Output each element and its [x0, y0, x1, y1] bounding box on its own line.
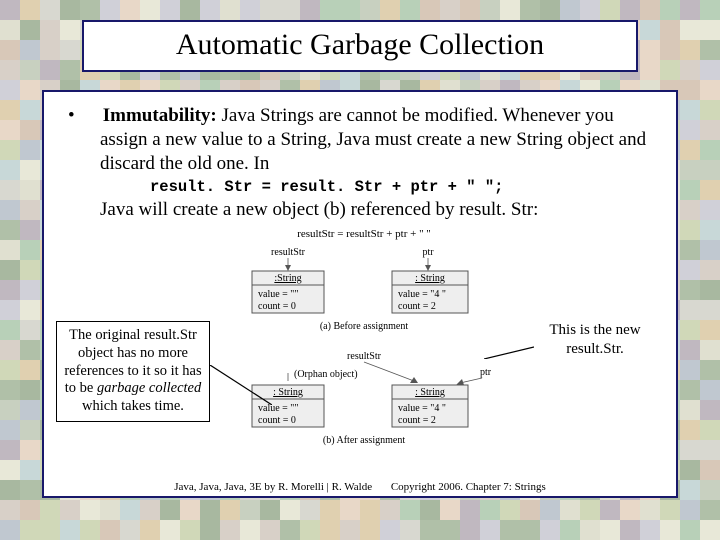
box-a2-c: count = 2	[398, 301, 436, 312]
callout-line-left	[210, 365, 272, 405]
box-a1-title: :String	[274, 273, 301, 284]
callout-left-l5: which takes time.	[82, 398, 184, 414]
callout-left-l1: The original result.Str	[69, 327, 197, 343]
caption-b: (b) After assignment	[323, 435, 405, 446]
box-a1-v: value = ""	[258, 289, 298, 300]
footer: Java, Java, Java, 3E by R. Morelli | R. …	[44, 481, 676, 493]
slide-title: Automatic Garbage Collection	[94, 28, 626, 62]
caption-a: (a) Before assignment	[320, 321, 409, 332]
box-a1-c: count = 0	[258, 301, 296, 312]
diagram-area: The original result.Str object has no mo…	[60, 225, 660, 481]
footer-left: Java, Java, Java, 3E by R. Morelli | R. …	[174, 481, 372, 493]
callout-left-l3: references to it so it has	[64, 363, 201, 379]
title-box: Automatic Garbage Collection	[82, 20, 638, 72]
callout-left-l4a: to be	[65, 380, 97, 396]
box-b1-c: count = 0	[258, 415, 296, 426]
lbl-result-b: resultStr	[347, 351, 382, 362]
bullet-label: Immutability:	[103, 105, 217, 126]
callout-line-right	[484, 341, 534, 359]
uml-diagram: resultStr = resultStr + ptr + " " result…	[216, 225, 512, 477]
callout-left: The original result.Str object has no mo…	[56, 321, 210, 421]
code-line: result. Str = result. Str + ptr + " ";	[150, 178, 660, 196]
bullet-paragraph: • Immutability: Java Strings are cannot …	[84, 104, 660, 175]
box-b2-title: : String	[415, 387, 445, 398]
box-b2-c: count = 2	[398, 415, 436, 426]
callout-right-l1: This is the new	[549, 322, 640, 338]
box-b2-v: value = "4 "	[398, 403, 446, 414]
callout-left-l2: object has no more	[78, 345, 188, 361]
box-a2-v: value = "4 "	[398, 289, 446, 300]
followup-text: Java will create a new object (b) refere…	[100, 199, 660, 221]
callout-left-l4b: garbage collected	[97, 380, 201, 396]
footer-right: Copyright 2006. Chapter 7: Strings	[391, 481, 546, 493]
slide: Automatic Garbage Collection • Immutabil…	[42, 20, 678, 516]
lbl-ptr-a: ptr	[422, 247, 434, 258]
lbl-result-a: resultStr	[271, 247, 306, 258]
box-b1-title: : String	[273, 387, 303, 398]
orphan: (Orphan object)	[294, 369, 358, 380]
bullet-dot: •	[84, 104, 98, 128]
box-a2-title: : String	[415, 273, 445, 284]
lbl-ptr-b: ptr	[480, 367, 492, 378]
content-box: • Immutability: Java Strings are cannot …	[42, 90, 678, 498]
callout-right: This is the new result.Str.	[532, 321, 658, 359]
callout-right-l2: result.Str.	[566, 341, 624, 357]
code-top: resultStr = resultStr + ptr + " "	[297, 228, 431, 240]
